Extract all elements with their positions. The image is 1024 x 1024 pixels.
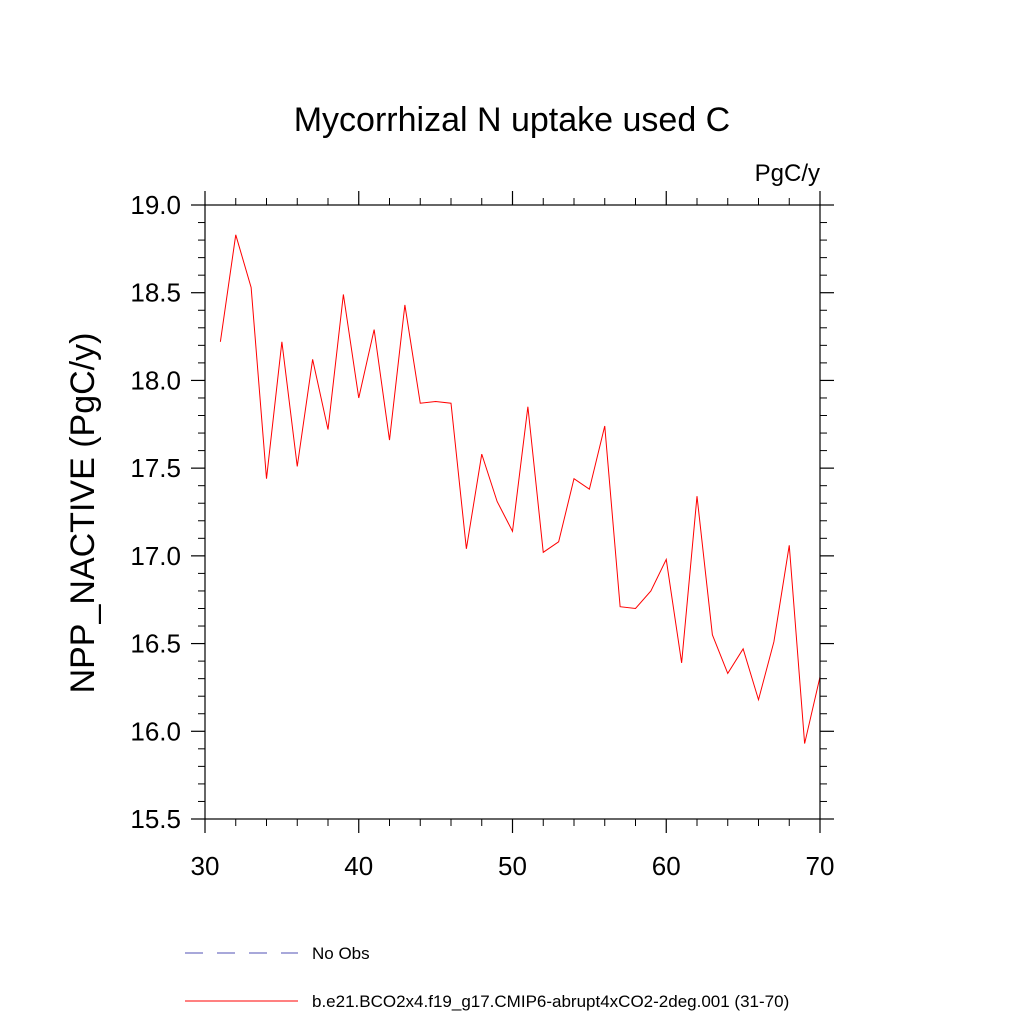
series-line (219, 234, 821, 744)
y-tick-label: 18.0 (130, 365, 181, 395)
y-tick-label: 19.0 (130, 190, 181, 220)
chart-title: Mycorrhizal N uptake used C (294, 101, 731, 139)
y-tick-label: 16.5 (130, 629, 181, 659)
x-tick-label: 30 (191, 851, 220, 881)
y-axis-label: NPP_NACTIVE (PgC/y) (64, 333, 102, 694)
y-tick-labels: 15.5 16.0 16.5 17.0 17.5 18.0 18.5 19.0 (130, 190, 181, 834)
y-tick-label: 15.5 (130, 804, 181, 834)
y-tick-label: 17.0 (130, 541, 181, 571)
x-tick-label: 70 (806, 851, 835, 881)
legend: No Obs b.e21.BCO2x4.f19_g17.CMIP6-abrupt… (185, 944, 789, 1011)
x-tick-label: 40 (344, 851, 373, 881)
x-tick-label: 60 (652, 851, 681, 881)
y-tick-label: 18.5 (130, 278, 181, 308)
x-tick-label: 50 (498, 851, 527, 881)
minor-ticks (198, 198, 827, 826)
x-tick-labels: 30 40 50 60 70 (191, 851, 835, 881)
series-layer (219, 234, 821, 744)
legend-label-no-obs: No Obs (312, 944, 370, 963)
y-tick-label: 17.5 (130, 453, 181, 483)
plot-frame (204, 204, 821, 820)
major-ticks (191, 191, 834, 833)
legend-label-series: b.e21.BCO2x4.f19_g17.CMIP6-abrupt4xCO2-2… (312, 992, 789, 1011)
units-label: PgC/y (755, 160, 820, 187)
y-tick-label: 16.0 (130, 716, 181, 746)
